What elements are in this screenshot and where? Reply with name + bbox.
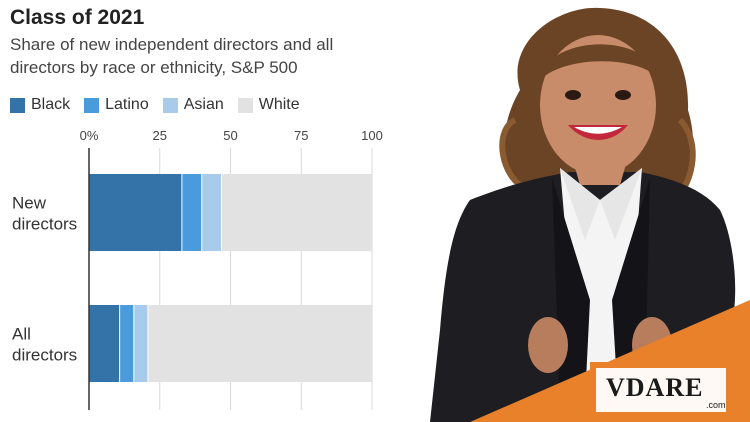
legend-swatch-latino bbox=[84, 97, 100, 113]
legend-item-asian: Asian bbox=[162, 96, 224, 114]
x-tick-label-50: 50 bbox=[223, 128, 237, 143]
logo-sub: .com bbox=[706, 400, 726, 410]
legend: Black Latino Asian White bbox=[10, 96, 300, 114]
bar-white-all-directors bbox=[148, 305, 372, 382]
x-tick-label-0: 0% bbox=[80, 128, 99, 143]
bar-black-new-directors bbox=[89, 174, 182, 251]
bar-white-new-directors bbox=[222, 174, 372, 251]
bar-latino-new-directors bbox=[182, 174, 202, 251]
x-tick-label-100: 100 bbox=[361, 128, 383, 143]
x-tick-label-75: 75 bbox=[294, 128, 308, 143]
bar-chart: 0% 25 50 75 100 New directors All directors bbox=[12, 128, 383, 410]
legend-label-latino: Latino bbox=[105, 96, 149, 113]
chart-subtitle: Share of new independent directors and a… bbox=[10, 35, 334, 77]
bar-latino-all-directors bbox=[120, 305, 134, 382]
logo-text: VDARE bbox=[606, 373, 703, 402]
legend-item-white: White bbox=[237, 96, 300, 114]
category-label-all-directors: All directors bbox=[12, 325, 77, 365]
legend-swatch-black bbox=[10, 97, 25, 113]
legend-label-asian: Asian bbox=[183, 96, 224, 113]
legend-item-black: Black bbox=[10, 96, 70, 114]
legend-swatch-asian bbox=[162, 97, 178, 113]
legend-swatch-white bbox=[237, 97, 253, 113]
x-tick-label-25: 25 bbox=[153, 128, 167, 143]
category-label-new-directors: New directors bbox=[12, 194, 77, 234]
bar-asian-all-directors bbox=[134, 305, 148, 382]
bar-asian-new-directors bbox=[202, 174, 222, 251]
bar-black-all-directors bbox=[89, 305, 120, 382]
legend-label-black: Black bbox=[31, 96, 71, 113]
legend-item-latino: Latino bbox=[84, 96, 149, 114]
chart-title: Class of 2021 bbox=[10, 6, 145, 29]
legend-label-white: White bbox=[258, 96, 300, 113]
